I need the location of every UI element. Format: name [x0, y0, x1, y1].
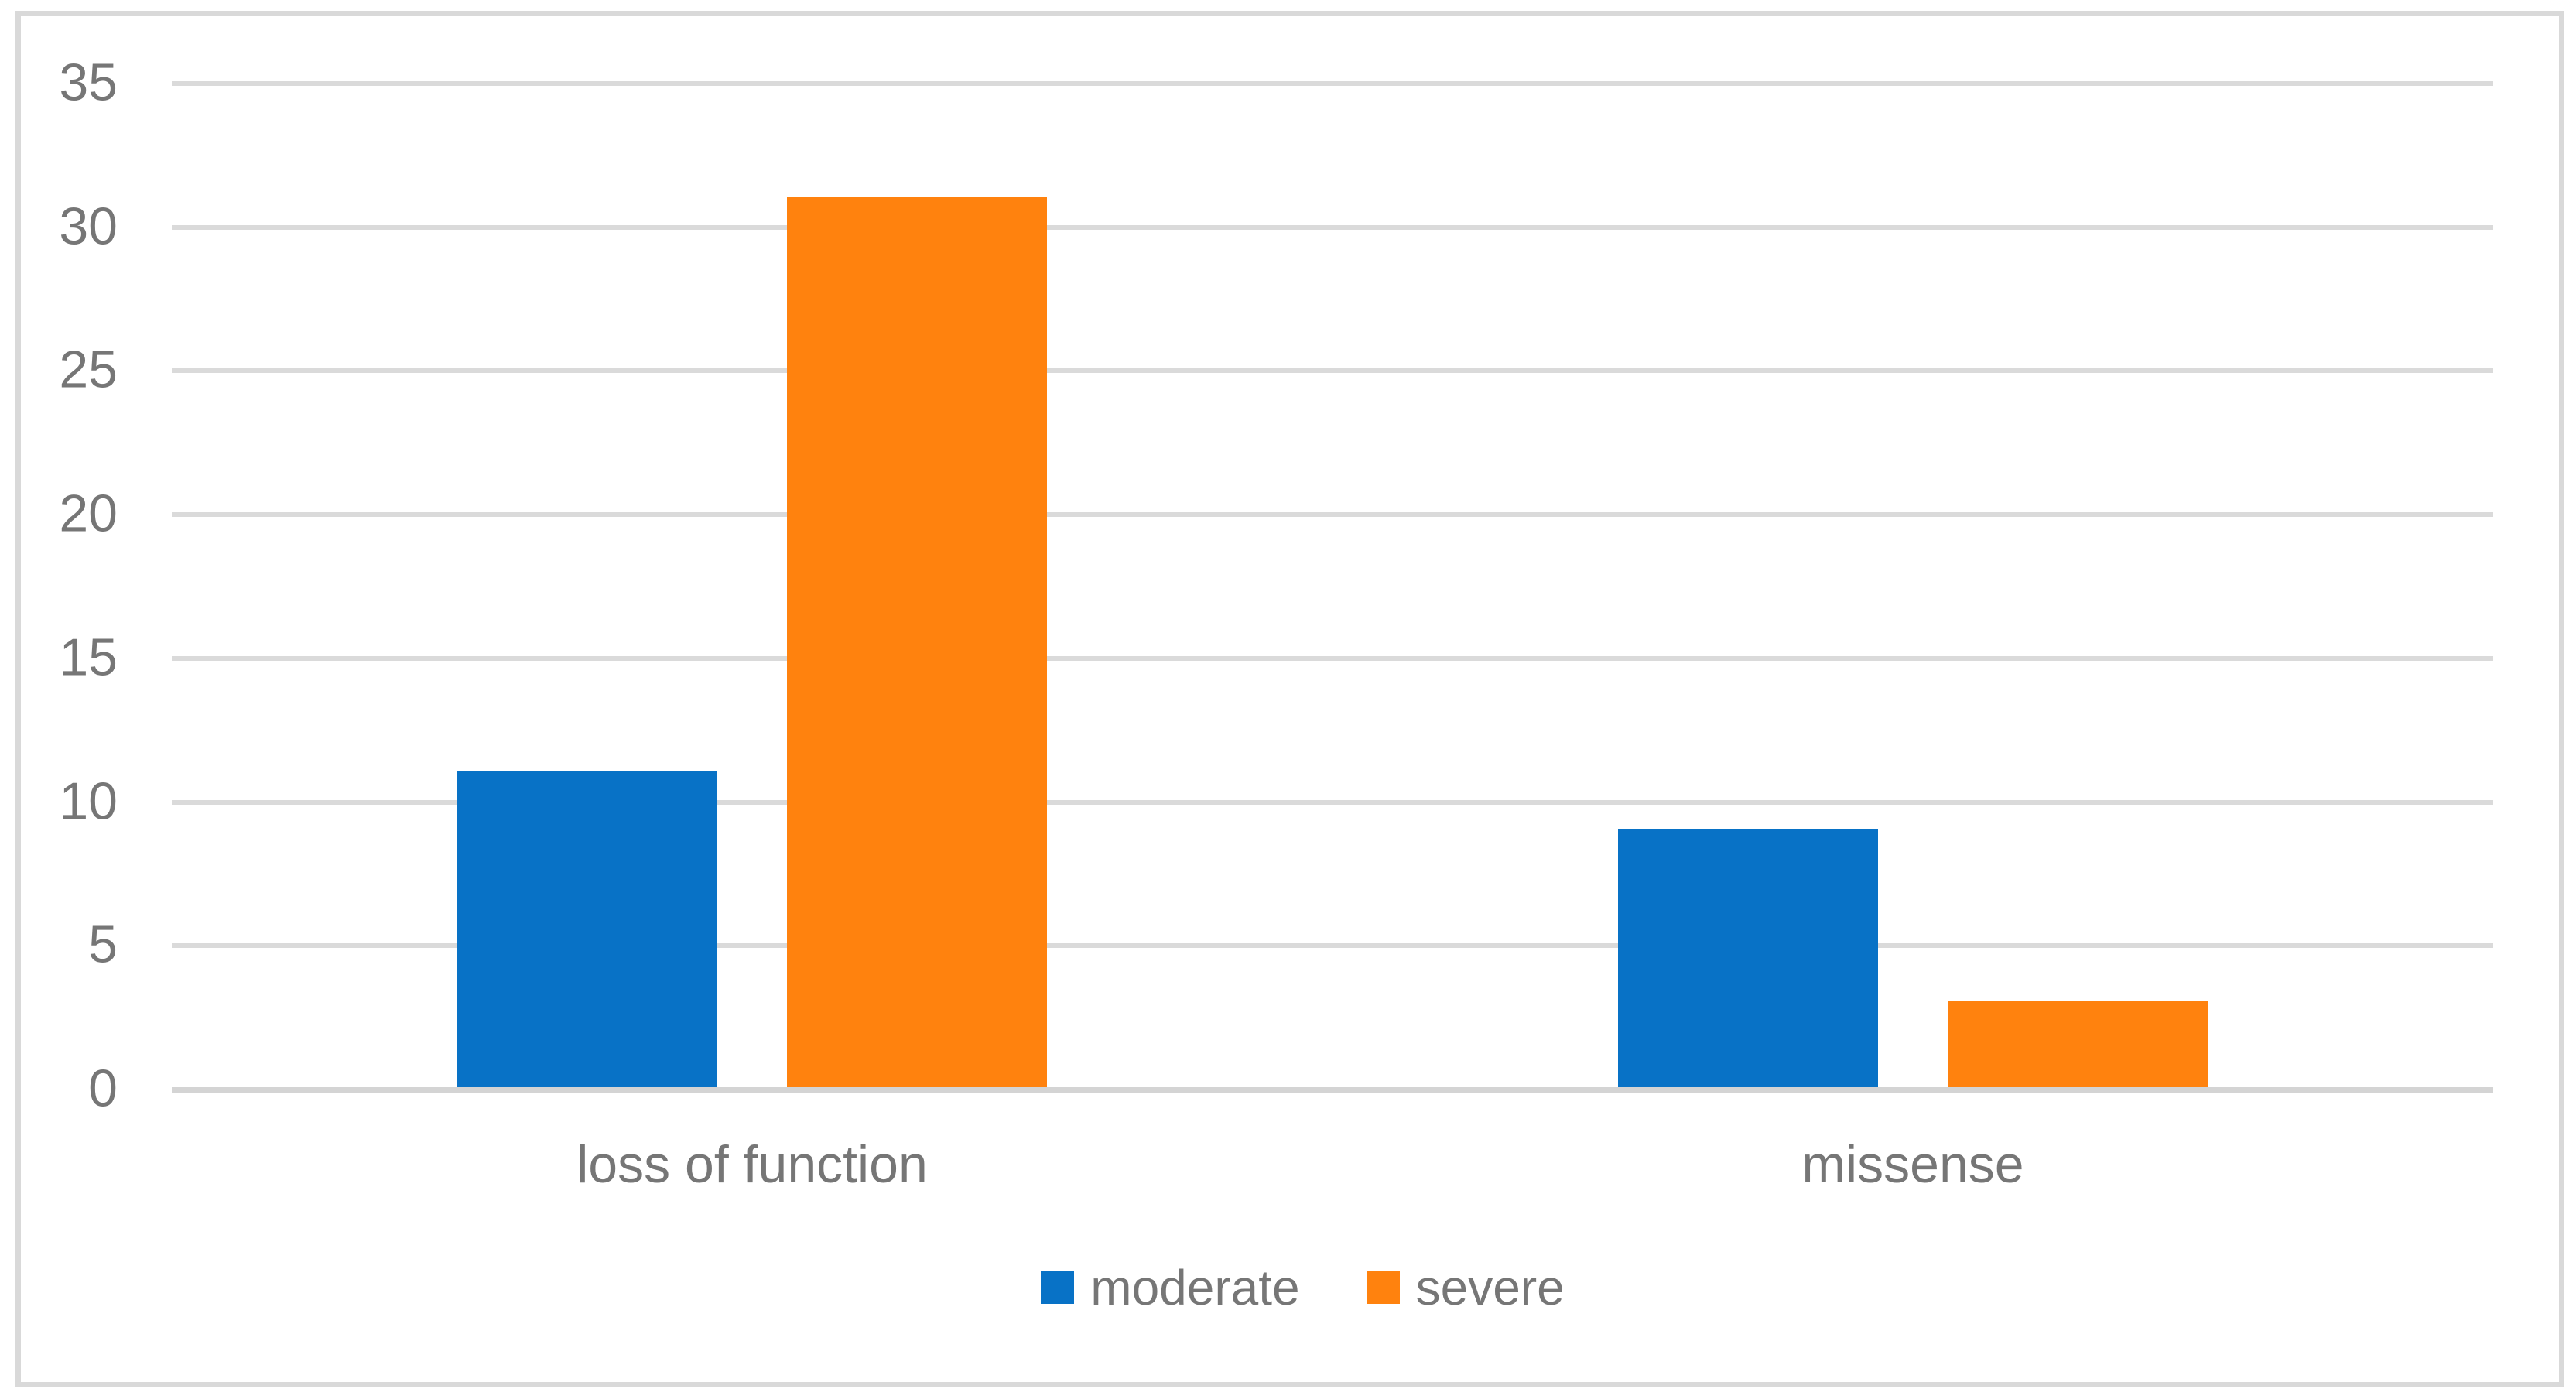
y-tick-label-15: 15	[59, 628, 118, 687]
y-tick-label-10: 10	[59, 771, 118, 831]
y-tick-label-0: 0	[88, 1059, 118, 1118]
bar-moderate-loss-of-function	[457, 771, 717, 1087]
category-label-loss-of-function: loss of function	[576, 1135, 928, 1194]
y-tick-label-25: 25	[59, 340, 118, 400]
gridline-5	[172, 943, 2493, 949]
y-tick-label-5: 5	[88, 915, 118, 974]
legend-label-severe: severe	[1415, 1260, 1565, 1315]
gridline-10	[172, 799, 2493, 805]
gridline-15	[172, 655, 2493, 661]
chart-frame	[15, 11, 2564, 1387]
x-axis-line	[172, 1087, 2493, 1093]
bar-moderate-missense	[1618, 829, 1878, 1087]
y-tick-label-30: 30	[59, 197, 118, 256]
bar-severe-missense	[1948, 1001, 2208, 1087]
legend-swatch-moderate	[1041, 1271, 1075, 1304]
gridline-25	[172, 368, 2493, 374]
gridline-20	[172, 512, 2493, 518]
category-label-missense: missense	[1801, 1135, 2024, 1194]
legend-item-severe: severe	[1366, 1260, 1565, 1315]
legend-label-moderate: moderate	[1090, 1260, 1300, 1315]
legend-item-moderate: moderate	[1041, 1260, 1300, 1315]
y-tick-label-35: 35	[59, 53, 118, 112]
bar-severe-loss-of-function	[787, 197, 1047, 1087]
legend-swatch-severe	[1366, 1271, 1400, 1304]
gridline-30	[172, 224, 2493, 230]
legend: moderate severe	[15, 1260, 2576, 1315]
plot-area	[172, 81, 2493, 1093]
gridline-35	[172, 81, 2493, 86]
y-tick-label-20: 20	[59, 484, 118, 543]
y-axis-tick-labels: 0 5 10 15 20 25 30 35	[0, 0, 118, 1399]
